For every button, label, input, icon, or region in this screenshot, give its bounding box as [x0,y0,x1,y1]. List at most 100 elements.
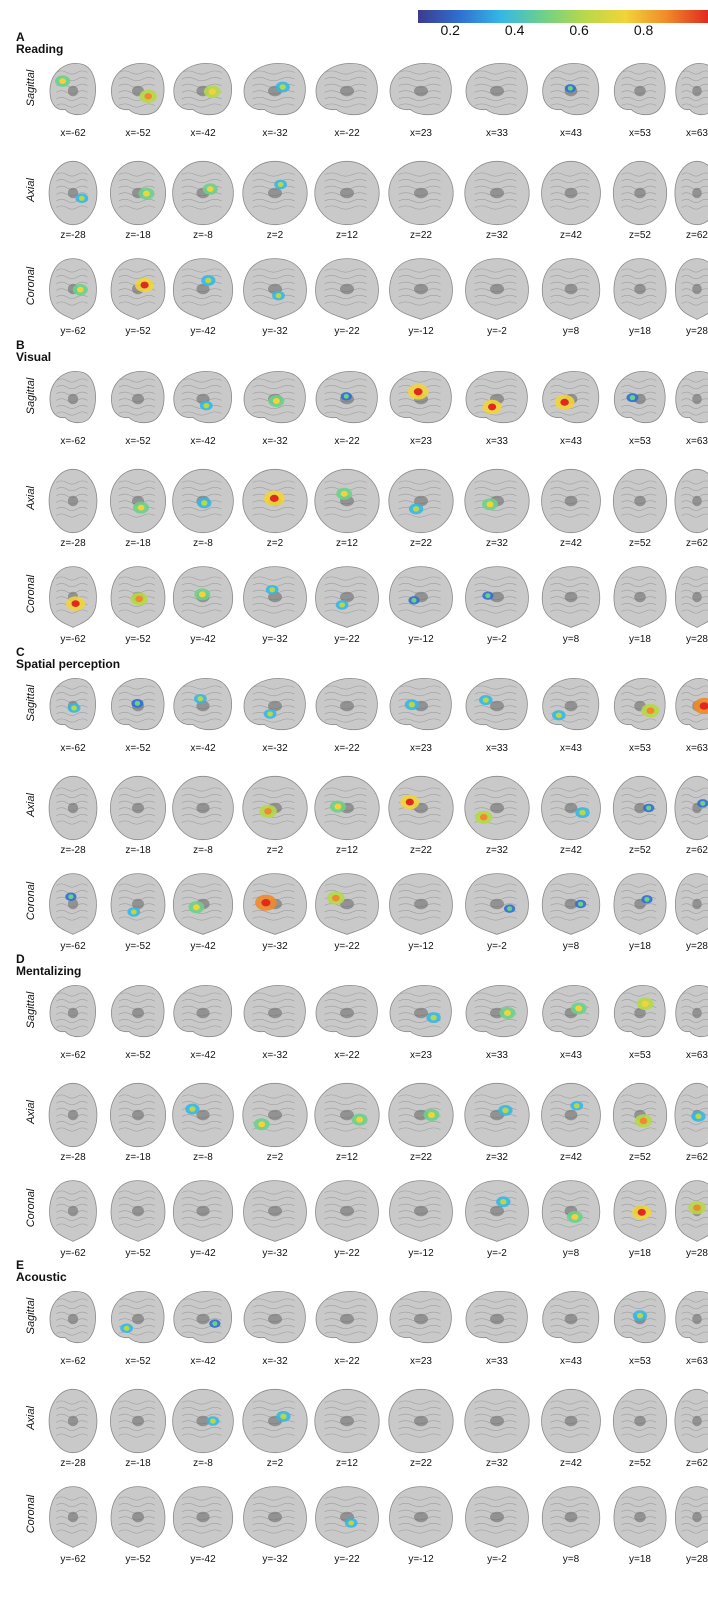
sagittal-slice [240,980,310,1070]
brain-slice-image [243,371,306,424]
view-label-text: Axial [25,178,37,202]
axial-slice [108,1082,168,1172]
brain-slice-image [389,63,452,116]
sagittal-slice [386,980,456,1070]
activation-peak [269,587,276,593]
brain-slice-image [173,63,233,116]
axial-slice [108,1388,168,1478]
slice-coordinate-label: y=28 [686,941,708,952]
view-label-text: Coronal [25,266,37,306]
slice-coordinate-label: y=8 [562,634,580,645]
brain-slice-image [110,1486,166,1548]
panel-title: Mentalizing [16,964,82,978]
coronal-slice [170,1484,236,1574]
activation-peak [258,1121,266,1128]
sagittal-slice [240,1286,310,1376]
coronal-slice [462,564,532,654]
slice-coordinate-label: x=-52 [125,1356,151,1367]
brain-slice-image [111,63,165,116]
sagittal-slice [539,366,603,456]
axial-row: Axial z=-28 z=-18 z=-8 z=2 z=12 z=22 z=32 z=42 z=… [0,160,708,264]
slice-coordinate-label: z=-18 [125,845,151,856]
brain-slice-image [48,775,98,841]
brain-slice-image [172,258,234,320]
sagittal-slice [240,366,310,456]
coronal-row: Coronal y=-62 y=-52 y=-42 y=-32 y=-22 y=-12 y=-… [0,1484,708,1588]
slice-coordinate-label: x=-62 [60,128,86,139]
slice-coordinate-label: z=62 [686,845,708,856]
activation-peak [212,1321,218,1327]
sagittal-slice [386,58,456,148]
view-label-text: Sagittal [25,1297,37,1335]
sagittal-slice [47,1286,99,1376]
sagittal-slice [673,673,708,763]
slice-coordinate-label: z=2 [266,1458,284,1469]
slice-coordinate-label: x=-42 [190,1356,216,1367]
slice-coordinate-label: y=-52 [125,1554,151,1565]
brain-slice-image [315,258,379,320]
slice-coordinate-label: z=-28 [60,230,86,241]
sagittal-slice [170,1286,236,1376]
axial-slice [611,160,669,250]
slice-coordinate-label: z=32 [486,230,508,241]
brain-slice-image [243,63,306,116]
coronal-slice [240,871,310,961]
brain-slice-image [172,873,234,935]
slice-coordinate-label: x=-22 [334,128,360,139]
brain-slice-image [49,258,97,320]
brain-slice-image [172,1388,234,1454]
brain-slice-image [243,1291,306,1344]
brain-slice-image [674,1082,708,1148]
slice-coordinate-label: z=52 [629,230,651,241]
axial-slice [539,1388,603,1478]
axial-slice [170,468,236,558]
slice-coordinate-label: x=-42 [190,128,216,139]
coronal-slice [539,871,603,961]
view-label-text: Axial [25,1406,37,1430]
panel-b: B Visual Sagittal x=-62 x=-52 x=-42 x=-32 x=-22… [0,338,708,650]
activation-peak [646,707,655,714]
sagittal-slice [108,366,168,456]
activation-peak [408,701,416,708]
slice-coordinate-label: x=23 [410,1356,432,1367]
brain-slice-image [49,566,97,628]
slice-coordinate-label: z=22 [410,845,432,856]
activation-peak [201,500,208,506]
sagittal-slice [170,980,236,1070]
slice-coordinate-label: y=-22 [334,941,360,952]
brain-slice-image [614,985,666,1038]
sagittal-slice [539,58,603,148]
brain-slice-image [388,775,454,841]
slice-coordinate-label: y=28 [686,1554,708,1565]
axial-slice [47,1388,99,1478]
activation-peak [405,798,414,806]
activation-peak [485,593,491,599]
axial-slice [47,1082,99,1172]
coronal-slice [108,1484,168,1574]
sagittal-slice [539,673,603,763]
coronal-slice [386,871,456,961]
slice-coordinate-label: z=42 [560,1458,582,1469]
slice-coordinate-label: z=52 [629,845,651,856]
brain-slice-image [614,63,666,116]
axial-slice [673,160,708,250]
activation-peak [334,803,342,810]
brain-slice-image [48,160,98,226]
axial-slice [47,160,99,250]
axial-slice [539,468,603,558]
brain-slice-image [465,1291,528,1344]
brain-slice-image [541,1486,601,1548]
axial-slice [240,1388,310,1478]
brain-slice-image [542,1291,600,1344]
axial-slice [611,1388,669,1478]
slice-coordinate-label: z=22 [410,230,432,241]
slice-coordinate-label: z=52 [629,538,651,549]
slice-coordinate-label: z=2 [266,230,284,241]
brain-slice-image [614,1291,666,1344]
slice-coordinate-label: x=63 [686,1050,708,1061]
brain-slice-image [465,1486,529,1548]
sagittal-slice [240,58,310,148]
sagittal-row: Sagittal x=-62 x=-52 x=-42 x=-32 x=-22 x=23 x=3… [0,1286,708,1390]
sagittal-slice [47,673,99,763]
slice-coordinate-label: z=-8 [193,538,213,549]
